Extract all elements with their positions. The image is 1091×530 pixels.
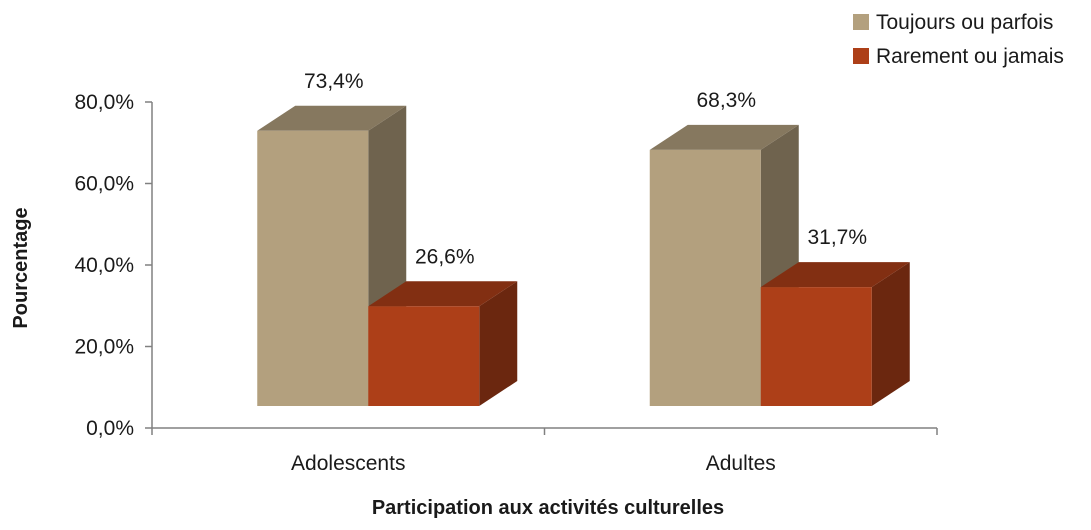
data-label: 26,6% bbox=[415, 245, 475, 268]
bar bbox=[368, 281, 518, 406]
bar-side-face bbox=[479, 281, 518, 406]
legend: Toujours ou parfois Rarement ou jamais bbox=[853, 11, 1064, 68]
bar-top-face bbox=[257, 105, 407, 131]
y-tick-label: 60,0% bbox=[74, 173, 134, 196]
bar-front-face bbox=[257, 130, 369, 406]
x-category-label: Adultes bbox=[706, 452, 776, 475]
bar-top-face bbox=[649, 124, 799, 150]
bar-side-face bbox=[871, 262, 910, 406]
legend-swatch bbox=[853, 14, 869, 30]
axes: 0,0% 20,0% 40,0% 60,0% 80,0% Adolescents Adult… bbox=[74, 91, 938, 475]
data-labels: 73,4% 26,6% 68,3% 31,7% bbox=[304, 70, 867, 269]
y-axis-title: Pourcentage bbox=[10, 207, 32, 328]
y-tick-label: 80,0% bbox=[74, 91, 134, 114]
bar-top-face bbox=[368, 281, 518, 307]
bar-front-face bbox=[649, 149, 761, 406]
x-category-label: Adolescents bbox=[291, 452, 405, 475]
legend-swatch bbox=[853, 48, 869, 64]
y-tick-label: 40,0% bbox=[74, 254, 134, 277]
legend-label: Toujours ou parfois bbox=[876, 11, 1053, 34]
data-label: 68,3% bbox=[696, 89, 756, 112]
bars bbox=[257, 105, 910, 406]
bar-front-face bbox=[368, 306, 480, 406]
y-tick-label: 0,0% bbox=[86, 417, 134, 440]
bar-top-face bbox=[760, 262, 910, 288]
legend-label: Rarement ou jamais bbox=[876, 45, 1064, 68]
bar bbox=[760, 262, 910, 406]
data-label: 31,7% bbox=[807, 226, 867, 249]
bar-front-face bbox=[760, 287, 872, 406]
data-label: 73,4% bbox=[304, 70, 364, 93]
x-axis-title: Participation aux activités culturelles bbox=[372, 497, 724, 519]
y-tick-label: 20,0% bbox=[74, 336, 134, 359]
